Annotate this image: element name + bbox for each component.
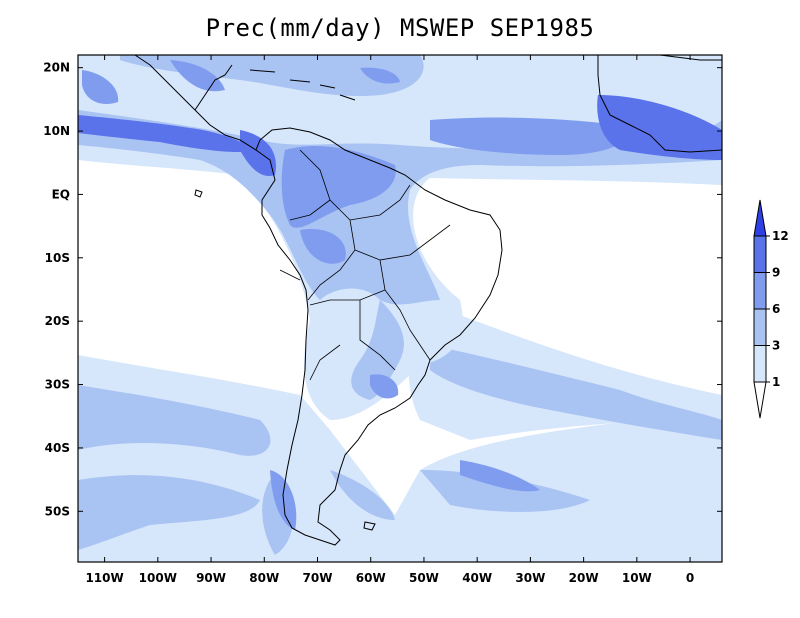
lat-tick-label: 10S bbox=[45, 251, 70, 265]
precip-band-south-6 bbox=[460, 460, 540, 492]
precip-core-pacific-north bbox=[82, 70, 119, 105]
lon-tick-label: 20W bbox=[569, 571, 599, 585]
coastline-yucatan bbox=[194, 64, 233, 111]
colorbar-level-label: 12 bbox=[772, 229, 789, 243]
precip-core-pacific bbox=[78, 115, 255, 153]
lon-tick-label: 90W bbox=[196, 571, 226, 585]
precip-core-amazon-2 bbox=[300, 229, 346, 264]
precip-band-uruguay bbox=[370, 374, 399, 399]
colorbar: 1 3 6 9 12 bbox=[753, 199, 789, 419]
precip-band-sacz bbox=[351, 300, 404, 400]
colorbar-bin bbox=[753, 308, 767, 346]
map-title: Prec(mm/day) MSWEP SEP1985 bbox=[205, 14, 595, 42]
lon-tick-label: 60W bbox=[356, 571, 386, 585]
coastlines bbox=[134, 55, 722, 546]
precip-area-tropics-medium bbox=[78, 110, 722, 305]
precip-band-south-4 bbox=[420, 470, 590, 512]
precip-band-south-1 bbox=[78, 385, 271, 456]
lat-tick-label: 50S bbox=[45, 504, 70, 518]
precip-band-south-7 bbox=[330, 470, 395, 520]
lat-tick-label: 10N bbox=[43, 124, 70, 138]
lon-tick-label: 110W bbox=[85, 571, 123, 585]
precip-band-south-3 bbox=[430, 345, 722, 440]
precip-core-amazon bbox=[281, 145, 396, 228]
coastline-south-america bbox=[255, 127, 503, 546]
coastline-caribbean-islands bbox=[249, 69, 356, 101]
colorbar-level-label: 1 bbox=[772, 375, 780, 389]
colorbar-level-label: 6 bbox=[772, 302, 780, 316]
longitude-axis: 110W 100W 90W 80W 70W 60W 50W 40W 30W 20W 10W 0 bbox=[85, 55, 694, 585]
colorbar-level-label: 3 bbox=[772, 339, 780, 353]
precip-core-colombia bbox=[240, 130, 276, 176]
lon-tick-label: 80W bbox=[249, 571, 279, 585]
island-malvinas bbox=[363, 521, 376, 531]
colorbar-level-label: 9 bbox=[772, 266, 780, 280]
lat-tick-label: 30S bbox=[45, 378, 70, 392]
lat-tick-label: 40S bbox=[45, 441, 70, 455]
colorbar-bin bbox=[753, 272, 767, 310]
lat-tick-label: 20S bbox=[45, 314, 70, 328]
precip-core-atlantic bbox=[430, 117, 627, 155]
precip-core-central-america bbox=[170, 60, 225, 92]
colorbar-bin bbox=[753, 235, 767, 273]
lat-tick-label: EQ bbox=[52, 187, 70, 201]
latitude-axis: 20N 10N EQ 10S 20S 30S 40S 50S bbox=[43, 61, 722, 518]
precip-band-south-2 bbox=[78, 475, 260, 550]
map-frame bbox=[77, 54, 723, 563]
lon-tick-label: 100W bbox=[139, 571, 177, 585]
colorbar-min-arrow bbox=[753, 381, 767, 419]
island-galapagos bbox=[194, 189, 203, 198]
lon-tick-label: 30W bbox=[515, 571, 545, 585]
precip-spot-mid-atlantic bbox=[360, 67, 400, 84]
colorbar-max-arrow bbox=[753, 199, 767, 237]
coastline-africa bbox=[597, 55, 722, 153]
lon-tick-label: 40W bbox=[462, 571, 492, 585]
boundaries-countries bbox=[279, 149, 451, 381]
precip-core-africa bbox=[597, 95, 722, 160]
lon-tick-label: 70W bbox=[303, 571, 333, 585]
colorbar-bin bbox=[753, 345, 767, 383]
lon-tick-label: 10W bbox=[622, 571, 652, 585]
lon-tick-label: 50W bbox=[409, 571, 439, 585]
lon-tick-label: 0 bbox=[686, 571, 694, 585]
lat-tick-label: 20N bbox=[43, 61, 70, 75]
precipitation-field bbox=[78, 55, 722, 562]
